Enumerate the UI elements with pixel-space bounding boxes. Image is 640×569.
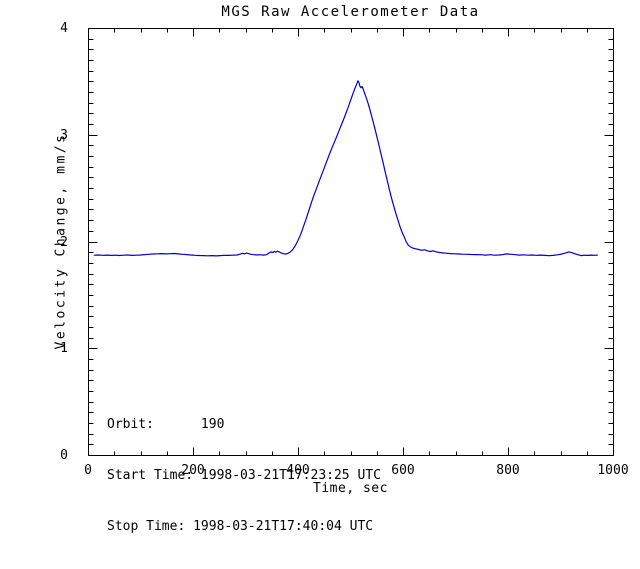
annotation-stop-time: Stop Time: 1998-03-21T17:40:04 UTC <box>107 519 374 534</box>
chart-title: MGS Raw Accelerometer Data <box>221 4 480 20</box>
x-axis-label: Time, sec <box>313 481 388 496</box>
y-axis-label: Velocity Change, mm/s <box>53 132 69 350</box>
x-tick-label: 800 <box>496 463 519 478</box>
x-tick-label: 0 <box>84 463 92 478</box>
x-tick-label: 600 <box>391 463 414 478</box>
x-tick-label: 200 <box>181 463 204 478</box>
x-tick-label: 400 <box>286 463 309 478</box>
plot-canvas: 0 200 400 600 800 1000 0 1 2 3 4 <box>60 21 628 478</box>
annotation-start-time: Start Time: 1998-03-21T17:23:25 UTC <box>107 468 381 483</box>
mgs-accelerometer-figure: MGS Raw Accelerometer Data 0 200 400 600 800… <box>53 4 629 534</box>
annotation-block: Orbit: 190 Start Time: 1998-03-21T17:23:… <box>107 382 381 569</box>
y-tick-label: 0 <box>60 448 68 463</box>
y-tick-label: 1 <box>60 341 68 356</box>
y-tick-label: 2 <box>60 235 68 250</box>
y-tick-label: 4 <box>60 21 68 36</box>
x-tick-label: 1000 <box>597 463 628 478</box>
y-tick-label: 3 <box>60 128 68 143</box>
annotation-orbit: Orbit: 190 <box>107 417 225 432</box>
data-line-velocity-change <box>93 80 598 257</box>
